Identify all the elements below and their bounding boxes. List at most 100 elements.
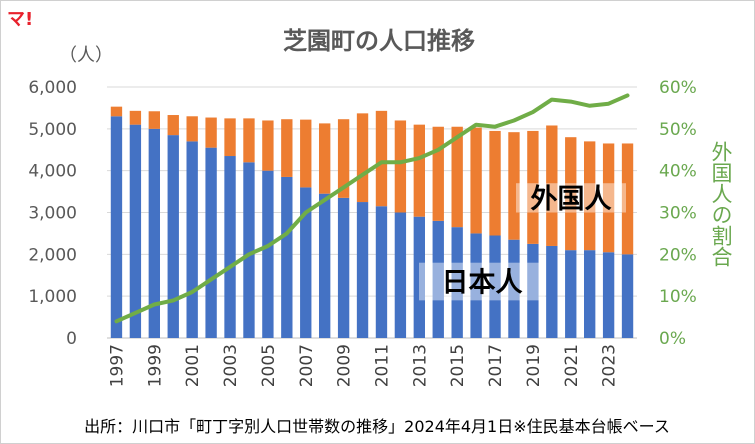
x-tick-label: 2001 (183, 344, 203, 387)
bar-foreign (508, 132, 520, 240)
x-tick-label: 1997 (107, 344, 127, 387)
right-axis-ticks: 0% 10% 20% 30% 40% 50% 60% (659, 78, 697, 349)
chart-title: 芝園町の人口推移 (283, 27, 475, 55)
bar-japanese (224, 156, 236, 338)
bar-japanese (413, 216, 425, 338)
x-tick-label: 2013 (410, 344, 430, 387)
annotation-foreign: 外国人 (531, 184, 612, 215)
bar-foreign (621, 143, 634, 255)
x-tick-label: 2003 (221, 344, 241, 387)
bar-foreign (129, 110, 142, 125)
x-tick-label: 2017 (486, 344, 506, 387)
bar-foreign (224, 118, 236, 157)
bar-japanese (489, 235, 501, 338)
annotation-box-japanese (419, 262, 545, 301)
bar-japanese (129, 124, 142, 339)
bar-japanese (281, 176, 293, 338)
bar-japanese (319, 193, 331, 338)
left-tick-label: 3,000 (28, 204, 77, 224)
x-tick-label: 2023 (600, 344, 620, 387)
bar-foreign (356, 113, 369, 203)
bar-foreign (167, 115, 179, 136)
bar-japanese (300, 187, 312, 338)
x-tick-label: 1999 (145, 344, 165, 387)
x-axis-ticks: 1997 1999 2001 2003 2005 2007 2009 2011 2013 2015… (107, 344, 619, 387)
x-tick-label: 2011 (372, 344, 392, 387)
bar-japanese (356, 202, 369, 338)
bar-series (110, 106, 634, 339)
left-tick-label: 1,000 (28, 287, 77, 307)
bar-japanese (470, 233, 482, 338)
left-tick-label: 0 (66, 329, 77, 349)
x-tick-label: 2015 (448, 344, 468, 387)
x-tick-label: 2009 (335, 344, 355, 387)
right-axis-label: 外国人の割合 (709, 141, 733, 267)
bar-japanese (375, 206, 388, 338)
right-tick-label: 20% (659, 245, 697, 265)
x-tick-label: 2021 (562, 344, 582, 387)
bar-japanese (394, 212, 407, 338)
bar-foreign (413, 124, 425, 217)
bar-japanese (451, 227, 463, 338)
x-tick-label: 2005 (259, 344, 279, 387)
bar-foreign (432, 126, 444, 221)
bar-foreign (337, 119, 350, 198)
bar-foreign (602, 143, 615, 253)
bar-foreign (565, 137, 577, 251)
bar-foreign (148, 111, 160, 129)
x-tick-label: 2007 (297, 344, 317, 387)
right-tick-label: 40% (659, 162, 697, 182)
source-note: 出所：川口市「町丁字別人口世帯数の推移」2024年4月1日※住民基本台帳ベース (84, 417, 670, 436)
y-unit-label: （人） (59, 45, 113, 66)
bar-japanese (186, 141, 198, 338)
left-axis-ticks: 0 1,000 2,000 3,000 4,000 5,000 6,000 (28, 78, 77, 349)
bar-japanese (243, 162, 255, 338)
bar-foreign (375, 110, 388, 207)
logo-text: マ! (7, 9, 33, 30)
bar-japanese (527, 243, 539, 338)
right-tick-label: 50% (659, 120, 697, 140)
bar-japanese (602, 252, 615, 338)
right-tick-label: 60% (659, 78, 697, 98)
annotation-japanese: 日本人 (442, 268, 523, 299)
bar-foreign (319, 123, 331, 194)
bar-foreign (584, 141, 596, 251)
bar-japanese (110, 116, 123, 339)
bar-japanese (262, 170, 274, 338)
bar-foreign (527, 130, 539, 244)
bar-foreign (186, 116, 198, 142)
bar-japanese (508, 239, 520, 338)
bar-foreign (262, 120, 274, 171)
bar-japanese (621, 254, 634, 338)
left-tick-label: 4,000 (28, 162, 77, 182)
bar-foreign (300, 119, 312, 188)
bar-foreign (281, 119, 293, 177)
bar-japanese (546, 245, 558, 338)
left-tick-label: 2,000 (28, 245, 77, 265)
bar-japanese (205, 147, 217, 338)
annotation-box-foreign (516, 183, 626, 213)
left-tick-label: 5,000 (28, 120, 77, 140)
left-tick-label: 6,000 (28, 78, 77, 98)
bar-japanese (432, 220, 444, 338)
ratio-line (114, 93, 630, 324)
bar-japanese (565, 250, 577, 338)
bar-japanese (584, 250, 596, 338)
bar-foreign (489, 130, 501, 236)
annotation-boxes (419, 183, 626, 301)
bar-foreign (243, 118, 255, 163)
bar-foreign (451, 126, 463, 228)
bar-japanese (167, 135, 179, 338)
bar-foreign (546, 125, 558, 246)
bar-foreign (110, 106, 123, 117)
right-tick-label: 30% (659, 204, 697, 224)
right-tick-label: 10% (659, 287, 697, 307)
bar-foreign (205, 117, 217, 148)
bar-japanese (337, 197, 350, 338)
bar-japanese (148, 128, 160, 338)
right-tick-label: 0% (659, 329, 686, 349)
bar-foreign (394, 120, 407, 213)
x-tick-label: 2019 (524, 344, 544, 387)
